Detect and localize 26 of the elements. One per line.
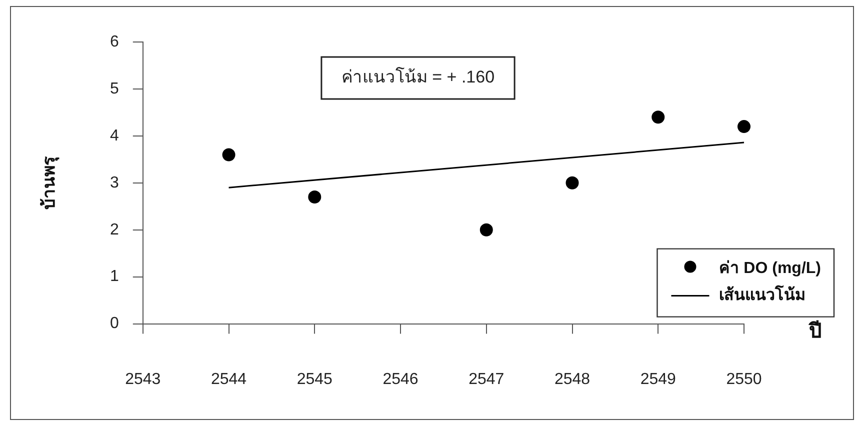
annotation: ค่าแนวโน้ม = + .160 <box>341 66 495 87</box>
y-tick-label: 6 <box>110 33 119 50</box>
point <box>308 190 322 204</box>
point <box>222 148 236 162</box>
x-axis-title: ปี <box>808 319 822 342</box>
y-tick-label: 0 <box>110 315 119 332</box>
y-tick-label: 5 <box>110 80 119 98</box>
x-tick-label: 2550 <box>726 370 762 388</box>
x-tick-label: 2545 <box>296 370 333 388</box>
x-tick-label: 2543 <box>125 370 161 388</box>
y-tick-label: 1 <box>110 268 119 286</box>
y-tick-label: 3 <box>110 174 119 192</box>
legend-label: ค่า DO (mg/L) <box>719 260 821 278</box>
y-axis-title: บ้านพรุ <box>40 155 60 210</box>
x-tick-label: 2546 <box>382 370 418 388</box>
x-tick-label: 2544 <box>210 370 247 388</box>
point <box>652 110 665 124</box>
legend-label: เส้นแนวโน้ม <box>719 284 806 304</box>
point <box>738 120 750 134</box>
x-tick-label: 2548 <box>554 370 590 388</box>
point <box>480 223 493 236</box>
y-tick-label: 4 <box>110 127 119 144</box>
x-tick-label: 2549 <box>640 370 676 388</box>
point <box>566 176 579 190</box>
x-tick-label: 2547 <box>468 370 504 388</box>
y-tick-label: 2 <box>110 221 119 238</box>
